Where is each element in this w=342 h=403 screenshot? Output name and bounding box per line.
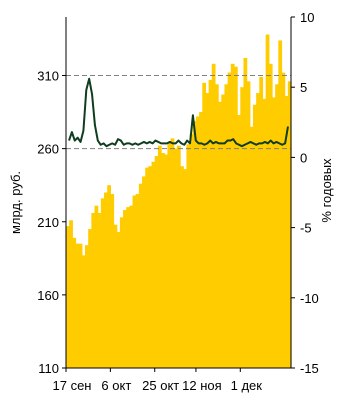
right-tick-label: -10 — [300, 291, 319, 306]
left-tick-label: 110 — [38, 361, 59, 376]
bar — [66, 226, 70, 368]
bar — [265, 34, 270, 369]
bar — [268, 63, 273, 369]
bar — [275, 84, 279, 369]
bar — [148, 166, 153, 368]
bar — [189, 134, 194, 368]
bar — [110, 193, 115, 368]
bar — [218, 101, 222, 368]
bar — [135, 193, 140, 368]
bar — [211, 63, 216, 369]
bar — [249, 126, 254, 368]
left-axis-title: млрд. руб. — [8, 171, 23, 234]
bar — [281, 72, 286, 368]
bar — [88, 229, 92, 368]
bar — [199, 112, 203, 368]
bar — [85, 245, 89, 368]
left-tick-label: 260 — [37, 142, 59, 157]
bar — [145, 167, 149, 368]
right-tick-label: 5 — [300, 80, 307, 95]
line-layer — [68, 77, 289, 148]
bar — [154, 155, 159, 368]
bar — [256, 93, 260, 369]
bar — [183, 169, 188, 368]
bar — [100, 198, 105, 368]
bar — [246, 81, 251, 368]
bar — [173, 148, 178, 369]
left-tick-label: 210 — [37, 215, 59, 230]
bar — [227, 72, 232, 368]
x-tick-label: 6 окт — [101, 378, 131, 393]
bar — [75, 243, 80, 368]
bar — [240, 87, 245, 368]
bar — [224, 84, 229, 369]
bar — [126, 207, 130, 369]
bar — [284, 95, 289, 368]
grid-layer — [66, 75, 291, 150]
bar — [132, 195, 137, 368]
bar — [233, 66, 238, 368]
bar — [157, 145, 162, 368]
right-tick-label: 0 — [300, 150, 307, 165]
bar — [72, 237, 77, 368]
bar — [252, 104, 257, 368]
bar — [214, 84, 219, 369]
bar — [195, 116, 200, 368]
left-tick-label: 160 — [37, 288, 59, 303]
bar — [104, 192, 108, 368]
rate-line — [68, 77, 289, 148]
bar — [176, 145, 181, 368]
bar — [94, 205, 99, 368]
bar — [243, 57, 248, 368]
bar — [230, 63, 235, 369]
bar — [170, 138, 175, 368]
bar — [113, 224, 118, 368]
bar — [142, 176, 146, 368]
bar — [107, 185, 111, 368]
bar — [129, 205, 134, 368]
bar — [161, 153, 165, 368]
axes-layer — [62, 16, 295, 372]
bar — [259, 76, 264, 369]
x-tick-label: 17 сен — [53, 378, 92, 393]
x-tick-label: 25 окт — [142, 378, 179, 393]
bar — [138, 183, 143, 368]
x-tick-label: 12 ноя — [182, 378, 222, 393]
right-axis-title: % годовых — [319, 158, 334, 223]
bar — [78, 243, 83, 368]
bar — [119, 217, 124, 368]
bar — [262, 98, 267, 369]
bar — [186, 144, 191, 368]
bar — [123, 210, 127, 368]
bar — [167, 142, 172, 368]
bar — [208, 79, 213, 368]
bar — [192, 120, 197, 368]
bar — [97, 212, 102, 368]
bar — [237, 114, 241, 369]
bar — [221, 94, 226, 368]
bars-layer — [66, 34, 292, 369]
bar — [271, 97, 276, 368]
bar — [81, 255, 86, 368]
bar — [180, 166, 184, 368]
bar — [164, 154, 169, 368]
right-tick-label: 10 — [300, 10, 314, 25]
left-tick-label: 310 — [37, 69, 59, 84]
bar — [205, 93, 210, 369]
right-tick-label: -15 — [300, 361, 319, 376]
bar — [287, 81, 292, 368]
bar — [91, 212, 96, 368]
bar — [69, 220, 73, 368]
bar — [202, 82, 207, 368]
bar — [278, 40, 283, 369]
labels-layer: 110 160 210 260 310 -15 -10 -5 0 5 10 17 сен 6 окт 25… — [8, 10, 334, 393]
bar — [116, 231, 121, 368]
right-tick-label: -5 — [300, 221, 312, 236]
x-tick-label: 1 дек — [231, 378, 263, 393]
bar — [151, 161, 156, 368]
